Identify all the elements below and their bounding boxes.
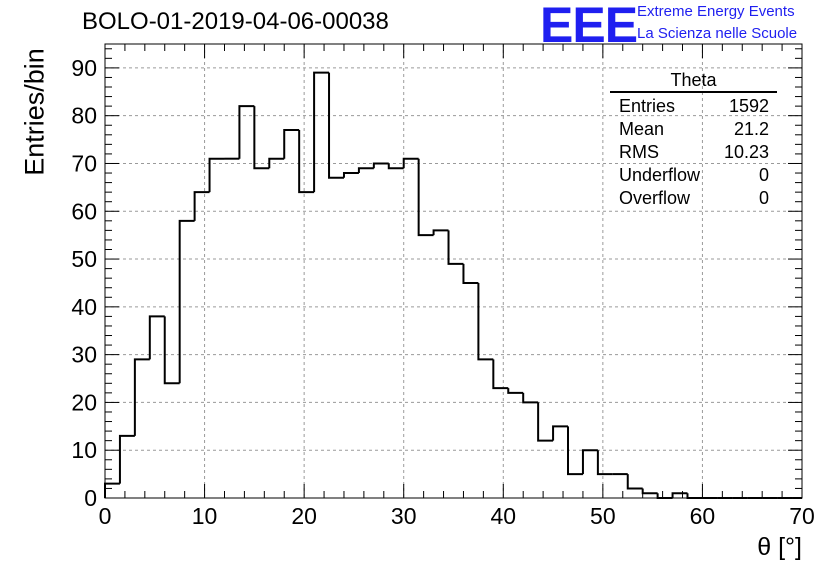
stats-value: 0 [758, 165, 769, 185]
histogram-bin [178, 219, 195, 384]
y-tick-label: 0 [84, 485, 97, 511]
histogram-bin [641, 488, 658, 495]
histogram-bin [552, 425, 569, 441]
histogram-bin [104, 482, 120, 498]
histogram-bin [163, 316, 180, 385]
x-tick-label: 70 [789, 503, 815, 529]
y-tick-label: 40 [71, 294, 97, 320]
histogram-bin [133, 358, 150, 436]
histogram-bin [253, 106, 270, 170]
x-tick-label: 20 [291, 503, 317, 529]
y-tick-label: 70 [71, 150, 97, 176]
histogram-bin [208, 157, 225, 193]
histogram-bin [596, 450, 613, 476]
stats-label: RMS [619, 142, 659, 162]
stats-label: Entries [619, 96, 676, 116]
histogram-bin [581, 449, 598, 475]
histogram-bin [372, 162, 389, 169]
stats-row-overflow: Overflow 0 [610, 187, 777, 210]
histogram-bin [507, 388, 524, 394]
histogram-bin [567, 426, 583, 476]
stats-label: Overflow [619, 188, 691, 208]
x-tick-label: 10 [192, 503, 218, 529]
stats-row-rms: RMS 10.23 [610, 141, 777, 164]
x-tick-label: 0 [99, 503, 112, 529]
histogram-bin [238, 105, 255, 159]
histogram-bin [313, 71, 330, 193]
histogram-bin [432, 229, 449, 236]
stats-value: 21.2 [733, 119, 769, 139]
histogram-bin [492, 359, 509, 390]
stats-row-underflow: Underflow 0 [610, 164, 777, 187]
histogram-bin [298, 130, 315, 194]
histogram-bin [118, 434, 135, 484]
y-axis-label: Entries/bin [19, 48, 50, 176]
histogram-bin [402, 157, 419, 169]
chart-title: BOLO-01-2019-04-06-00038 [82, 8, 389, 35]
histogram-bin [283, 129, 300, 159]
histogram-bin [417, 158, 434, 237]
histogram-bin [656, 493, 673, 499]
x-tick-label: 40 [490, 503, 516, 529]
stats-label: Mean [619, 119, 665, 139]
histogram-bin [357, 167, 374, 174]
y-tick-label: 10 [71, 437, 97, 463]
stats-row-entries: Entries 1592 [610, 95, 777, 118]
logo-line-2: La Scienza nelle Scuole [637, 25, 798, 42]
histogram-bin [342, 172, 359, 178]
histogram-bin [328, 72, 344, 179]
x-axis-label: θ [°] [757, 533, 802, 561]
histogram-bin [686, 493, 703, 499]
stats-title: Theta [610, 70, 777, 93]
x-tick-label: 60 [690, 503, 716, 529]
x-tick-label: 50 [590, 503, 616, 529]
eee-logo: EEE [540, 0, 638, 53]
histogram-bin [268, 157, 285, 169]
logo-line-1: Extreme Energy Events [637, 3, 795, 20]
histogram-bin [537, 402, 554, 442]
stats-box: Theta Entries 1592 Mean 21.2 RMS 10.23 U… [610, 70, 777, 210]
stats-value: 10.23 [723, 142, 769, 162]
stats-row-mean: Mean 21.2 [610, 118, 777, 141]
y-tick-label: 20 [71, 389, 97, 415]
histogram-bin [477, 282, 494, 361]
y-tick-label: 50 [71, 246, 97, 272]
histogram-bin [193, 191, 210, 221]
histogram-bin [671, 492, 688, 498]
stats-label: Underflow [619, 165, 701, 185]
x-tick-label: 30 [391, 503, 417, 529]
histogram-bin [626, 474, 643, 490]
histogram-bin [462, 263, 479, 284]
plot-frame [104, 43, 803, 499]
histogram-bin [387, 163, 404, 170]
stats-value: 1592 [728, 96, 769, 116]
stats-value: 0 [758, 188, 769, 208]
histogram-bin [447, 230, 464, 265]
y-tick-label: 30 [71, 342, 97, 368]
y-tick-label: 90 [71, 55, 97, 81]
histogram-bin [148, 315, 165, 360]
y-tick-label: 60 [71, 198, 97, 224]
y-tick-label: 80 [71, 103, 97, 129]
histogram-bin [522, 392, 539, 404]
